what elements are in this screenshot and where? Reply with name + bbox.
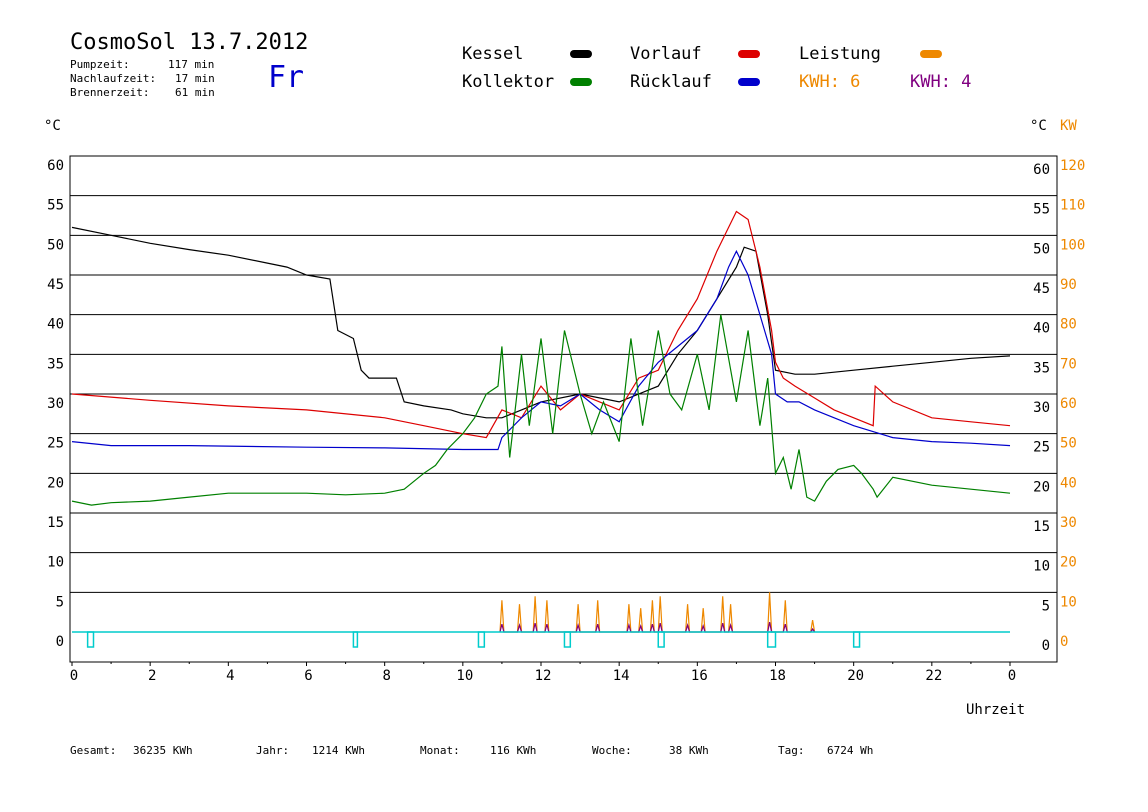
legend-kessel-label: Kessel xyxy=(462,44,524,64)
x-axis-label: Uhrzeit xyxy=(966,702,1026,718)
pump-pulse xyxy=(352,631,359,648)
y-right-tick-label: 40 xyxy=(1033,321,1050,337)
stat-nachlaufzeit-value: 17 min xyxy=(175,72,215,85)
chart-title: CosmoSol 13.7.2012 xyxy=(70,30,309,55)
y-right-tick-label: 20 xyxy=(1033,479,1050,495)
series-line-ruecklauf xyxy=(71,249,1011,451)
x-tick-label: 22 xyxy=(925,668,942,684)
y2-tick-label: 0 xyxy=(1060,634,1068,650)
footer-jahr-label: Jahr: xyxy=(256,744,290,757)
legend-kwh-purple: KWH: 4 xyxy=(910,72,972,92)
y2-tick-label: 20 xyxy=(1060,555,1077,571)
footer-jahr-value: 1214 KWh xyxy=(312,744,365,757)
right-axis-unit-kw: KW xyxy=(1060,118,1077,134)
pump-pulse xyxy=(563,631,572,648)
footer-monat-label: Monat: xyxy=(420,744,460,757)
x-tick-label: 0 xyxy=(1008,668,1016,684)
footer-monat-value: 116 KWh xyxy=(490,744,537,757)
legend-vorlauf-swatch xyxy=(738,50,760,58)
pump-pulse xyxy=(657,631,665,648)
y-right-tick-label: 35 xyxy=(1033,360,1050,376)
weekday-label: Fr xyxy=(268,60,305,95)
footer-tag-value: 6724 Wh xyxy=(827,744,874,757)
x-tick-label: 16 xyxy=(691,668,708,684)
pump-pulse xyxy=(852,631,861,648)
y2-tick-label: 70 xyxy=(1060,356,1077,372)
y-tick-label: 40 xyxy=(47,317,64,333)
y-right-tick-label: 15 xyxy=(1033,519,1050,535)
y-tick-label: 10 xyxy=(47,555,64,571)
stat-nachlaufzeit-label: Nachlaufzeit: xyxy=(70,72,157,85)
y2-tick-label: 100 xyxy=(1060,237,1085,253)
pump-pulse xyxy=(86,631,95,648)
y2-tick-label: 30 xyxy=(1060,515,1077,531)
legend-leistung-label: Leistung xyxy=(799,44,881,64)
series-line-kessel xyxy=(71,226,1011,419)
footer-gesamt-value: 36235 KWh xyxy=(133,744,193,757)
x-tick-label: 4 xyxy=(226,668,234,684)
x-tick-label: 6 xyxy=(304,668,312,684)
y-right-tick-label: 0 xyxy=(1042,638,1050,654)
left-axis-unit: °C xyxy=(44,118,61,134)
y-right-tick-label: 45 xyxy=(1033,281,1050,297)
legend-ruecklauf-label: Rücklauf xyxy=(630,72,712,92)
y-right-tick-label: 25 xyxy=(1033,440,1050,456)
y-tick-label: 15 xyxy=(47,515,64,531)
legend-kwh-orange: KWH: 6 xyxy=(799,72,861,92)
y-tick-label: 55 xyxy=(47,198,64,214)
pump-pulse xyxy=(766,631,777,648)
legend-ruecklauf-swatch xyxy=(738,78,760,86)
legend-kessel-swatch xyxy=(570,50,592,58)
x-tick-label: 18 xyxy=(769,668,786,684)
pump-pulse xyxy=(477,631,486,648)
x-tick-label: 20 xyxy=(847,668,864,684)
y2-tick-label: 40 xyxy=(1060,475,1077,491)
y-tick-label: 35 xyxy=(47,356,64,372)
y-right-tick-label: 50 xyxy=(1033,241,1050,257)
y2-tick-label: 120 xyxy=(1060,158,1085,174)
y-tick-label: 50 xyxy=(47,237,64,253)
x-tick-label: 8 xyxy=(382,668,390,684)
stat-brennerzeit-value: 61 min xyxy=(175,86,215,99)
y-right-tick-label: 10 xyxy=(1033,559,1050,575)
y-right-tick-label: 30 xyxy=(1033,400,1050,416)
x-tick-label: 2 xyxy=(148,668,156,684)
footer-gesamt-label: Gesamt: xyxy=(70,744,117,757)
stat-pumpzeit-value: 117 min xyxy=(168,58,215,71)
series-line-vorlauf xyxy=(71,210,1011,439)
legend-kollektor-label: Kollektor xyxy=(462,72,555,92)
legend-kollektor-swatch xyxy=(570,78,592,86)
y-tick-label: 45 xyxy=(47,277,64,293)
series-line-kollektor xyxy=(71,314,1011,506)
y-tick-label: 30 xyxy=(47,396,64,412)
y-tick-label: 25 xyxy=(47,436,64,452)
right-axis-unit: °C xyxy=(1030,118,1047,134)
y-right-tick-label: 5 xyxy=(1042,598,1050,614)
stat-pumpzeit-label: Pumpzeit: xyxy=(70,58,130,71)
y2-tick-label: 60 xyxy=(1060,396,1077,412)
y2-tick-label: 110 xyxy=(1060,198,1085,214)
y-tick-label: 20 xyxy=(47,475,64,491)
legend-vorlauf-label: Vorlauf xyxy=(630,44,702,64)
footer-tag-label: Tag: xyxy=(778,744,805,757)
footer-woche-value: 38 KWh xyxy=(669,744,709,757)
footer-woche-label: Woche: xyxy=(592,744,632,757)
y-right-tick-label: 60 xyxy=(1033,162,1050,178)
x-tick-label: 10 xyxy=(456,668,473,684)
x-tick-label: 0 xyxy=(70,668,78,684)
y2-tick-label: 50 xyxy=(1060,436,1077,452)
y2-tick-label: 90 xyxy=(1060,277,1077,293)
y-tick-label: 5 xyxy=(56,594,64,610)
y-tick-label: 60 xyxy=(47,158,64,174)
x-tick-label: 14 xyxy=(613,668,630,684)
x-tick-label: 12 xyxy=(535,668,552,684)
y-tick-label: 0 xyxy=(56,634,64,650)
y2-tick-label: 80 xyxy=(1060,317,1077,333)
y-right-tick-label: 55 xyxy=(1033,202,1050,218)
legend-leistung-swatch xyxy=(920,50,942,58)
y2-tick-label: 10 xyxy=(1060,594,1077,610)
stat-brennerzeit-label: Brennerzeit: xyxy=(70,86,150,99)
